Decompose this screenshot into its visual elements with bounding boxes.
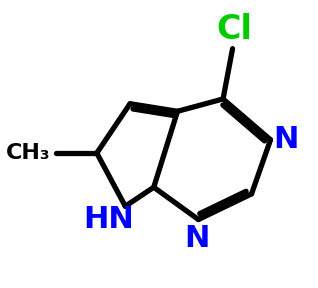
- Text: Cl: Cl: [217, 13, 252, 46]
- Text: CH₃: CH₃: [6, 143, 50, 163]
- Text: HN: HN: [83, 205, 134, 234]
- Text: N: N: [273, 125, 298, 154]
- Text: N: N: [184, 224, 209, 253]
